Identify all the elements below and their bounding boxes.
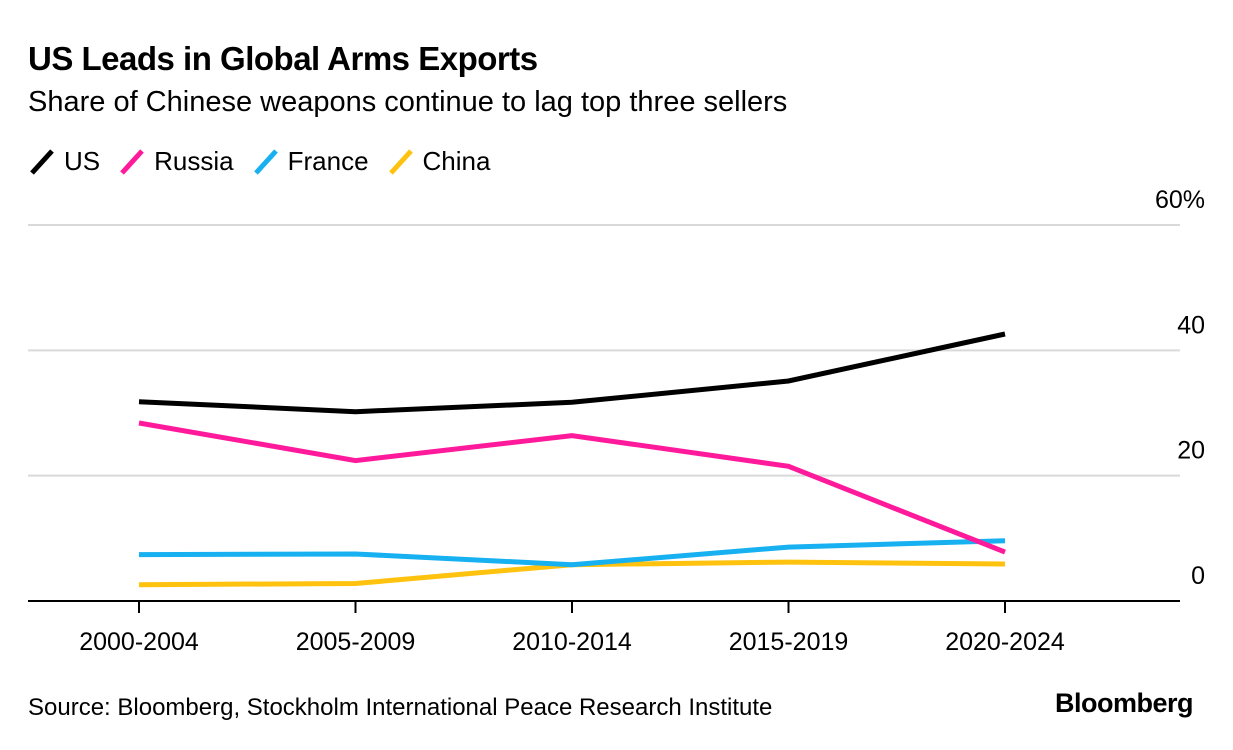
series-line-us (138, 331, 1006, 415)
gridlines (28, 224, 1180, 477)
chart-subtitle: Share of Chinese weapons continue to lag… (28, 86, 788, 118)
legend-swatch-us (30, 148, 54, 175)
legend-item-russia: Russia (118, 146, 234, 177)
legend-label-us: US (64, 146, 101, 176)
chart-title: US Leads in Global Arms Exports (28, 40, 538, 77)
x-tick-label: 2020-2024 (945, 628, 1065, 656)
legend-item-us: US (28, 146, 100, 177)
x-tick-label: 2005-2009 (296, 628, 416, 656)
x-tick-label: 2015-2019 (729, 628, 849, 656)
y-tick-label: 40 (1177, 311, 1205, 339)
y-axis-ticks: 0 20 40 60% (1155, 186, 1205, 590)
legend-swatch-france (253, 148, 278, 175)
legend-swatch-russia (120, 148, 144, 175)
brand-logo: Bloomberg (1054, 688, 1194, 718)
x-tick-label: 2000-2004 (79, 628, 199, 656)
legend-item-france: France (252, 146, 369, 177)
series-line-china (138, 559, 1006, 588)
source-note: Source: Bloomberg, Stockholm Internation… (28, 694, 773, 721)
y-tick-label: 60% (1155, 186, 1205, 214)
legend-label-france: France (287, 146, 369, 176)
legend: US Russia France China (28, 146, 508, 177)
legend-label-russia: Russia (154, 146, 234, 176)
x-tick-label: 2010-2014 (512, 628, 632, 656)
series-line-france (138, 538, 1006, 568)
legend-item-china: China (387, 146, 491, 177)
x-axis: 2000-2004 2005-2009 2010-2014 2015-2019 2020… (28, 600, 1180, 656)
legend-swatch-china (388, 148, 413, 175)
y-tick-label: 20 (1177, 437, 1205, 465)
series-line-russia (138, 420, 1006, 555)
legend-label-china: China (422, 146, 491, 176)
y-tick-label: 0 (1191, 562, 1205, 590)
series-lines (138, 331, 1006, 588)
